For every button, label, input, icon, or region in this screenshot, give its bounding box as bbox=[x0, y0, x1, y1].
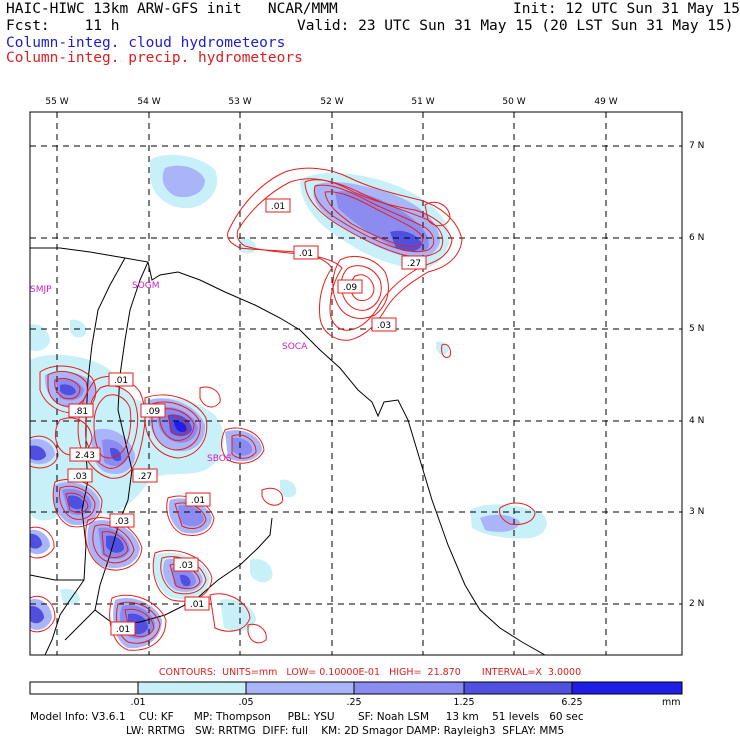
svg-text:.01: .01 bbox=[116, 625, 130, 635]
svg-text:.09: .09 bbox=[343, 283, 358, 293]
station-smjp: SMJP bbox=[30, 285, 52, 295]
valid-time: Valid: 23 UTC Sun 31 May 15 (20 LST Sun … bbox=[297, 18, 734, 34]
svg-text:.09: .09 bbox=[146, 407, 161, 417]
station-soca: SOCA bbox=[282, 342, 308, 352]
contour-label: .01 bbox=[265, 198, 291, 213]
colorbar-tick-0: .01 bbox=[130, 697, 146, 708]
contour-label: .01 bbox=[185, 492, 211, 507]
contour-label: .03 bbox=[371, 317, 397, 332]
colorbar bbox=[29, 681, 683, 695]
svg-text:.27: .27 bbox=[407, 259, 421, 269]
contour-label: .27 bbox=[132, 468, 158, 483]
contour-label: .01 bbox=[293, 245, 319, 260]
svg-text:.01: .01 bbox=[114, 376, 128, 386]
svg-text:.01: .01 bbox=[191, 496, 205, 506]
lat-lon-grid bbox=[30, 112, 682, 655]
contour-label: .81 bbox=[68, 403, 94, 418]
stations: SMJP SOGM SOCA SBOS bbox=[30, 281, 308, 464]
colorbar-tick-3: 1.25 bbox=[453, 697, 475, 708]
legend-precip-hydrometeors: Column-integ. precip. hydrometeors bbox=[6, 50, 303, 66]
colorbar-units: mm bbox=[662, 697, 681, 708]
contour-label: .27 bbox=[401, 255, 427, 270]
colorbar-bin-1 bbox=[137, 681, 247, 695]
svg-text:.03: .03 bbox=[377, 321, 391, 331]
contour-label: .09 bbox=[337, 279, 363, 294]
contour-label: .01 bbox=[184, 596, 210, 611]
colorbar-bin-3 bbox=[353, 681, 465, 695]
contour-label: .01 bbox=[108, 372, 134, 387]
svg-text:.03: .03 bbox=[179, 561, 193, 571]
contour-label: .09 bbox=[140, 403, 166, 418]
colorbar-bin-0 bbox=[29, 681, 139, 695]
init-time: Init: 12 UTC Sun 31 May 15 bbox=[513, 1, 740, 17]
contour-label: 2.43 bbox=[69, 447, 101, 462]
plot-frame bbox=[29, 111, 683, 656]
lat-label-5n: 5 N bbox=[689, 324, 705, 334]
svg-text:.01: .01 bbox=[299, 249, 313, 259]
lon-label-51w: 51 W bbox=[411, 97, 435, 107]
lon-label-54w: 54 W bbox=[137, 97, 161, 107]
svg-text:.03: .03 bbox=[73, 472, 87, 482]
contours-info: CONTOURS: UNITS=mm LOW= 0.10000E-01 HIGH… bbox=[158, 667, 582, 678]
colorbar-tick-2: .25 bbox=[346, 697, 362, 708]
coastline bbox=[30, 247, 546, 655]
contour-label: .03 bbox=[109, 513, 135, 528]
forecast-hour: Fcst: 11 h bbox=[6, 18, 120, 34]
lat-label-2n: 2 N bbox=[689, 599, 705, 609]
contour-label: .03 bbox=[173, 557, 199, 572]
colorbar-tick-4: 6.25 bbox=[561, 697, 583, 708]
svg-text:.01: .01 bbox=[190, 600, 204, 610]
colorbar-tick-1: .05 bbox=[238, 697, 254, 708]
contour-label: .01 bbox=[110, 621, 136, 636]
lon-label-49w: 49 W bbox=[594, 97, 618, 107]
lon-label-50w: 50 W bbox=[502, 97, 526, 107]
svg-text:.01: .01 bbox=[271, 202, 285, 212]
lon-label-55w: 55 W bbox=[45, 97, 69, 107]
cloud-shading bbox=[30, 154, 547, 649]
lat-label-7n: 7 N bbox=[689, 141, 705, 151]
lat-label-4n: 4 N bbox=[689, 416, 705, 426]
model-info-line-2: LW: RRTMG SW: RRTMG DIFF: full KM: 2D Sm… bbox=[126, 725, 565, 737]
svg-text:2.43: 2.43 bbox=[75, 451, 95, 461]
station-sbos: SBOS bbox=[207, 454, 232, 464]
svg-text:.81: .81 bbox=[74, 407, 88, 417]
lat-label-3n: 3 N bbox=[689, 507, 705, 517]
colorbar-bin-5 bbox=[571, 681, 683, 695]
legend-cloud-hydrometeors: Column-integ. cloud hydrometeors bbox=[6, 35, 286, 51]
map-title: HAIC-HIWC 13km ARW-GFS init NCAR/MMM bbox=[6, 1, 338, 17]
svg-text:.03: .03 bbox=[115, 517, 129, 527]
contour-labels: .01 .01 .27 .09 .03 .01 .81 .09 2.43 .03… bbox=[67, 198, 427, 636]
contour-label: .03 bbox=[67, 468, 93, 483]
colorbar-bin-2 bbox=[245, 681, 355, 695]
svg-text:.27: .27 bbox=[138, 472, 152, 482]
station-sogm: SOGM bbox=[132, 281, 160, 291]
lon-label-53w: 53 W bbox=[228, 97, 252, 107]
lat-label-6n: 6 N bbox=[689, 233, 705, 243]
colorbar-bin-4 bbox=[463, 681, 573, 695]
lon-label-52w: 52 W bbox=[320, 97, 344, 107]
model-info-line-1: Model Info: V3.6.1 CU: KF MP: Thompson P… bbox=[30, 711, 584, 723]
